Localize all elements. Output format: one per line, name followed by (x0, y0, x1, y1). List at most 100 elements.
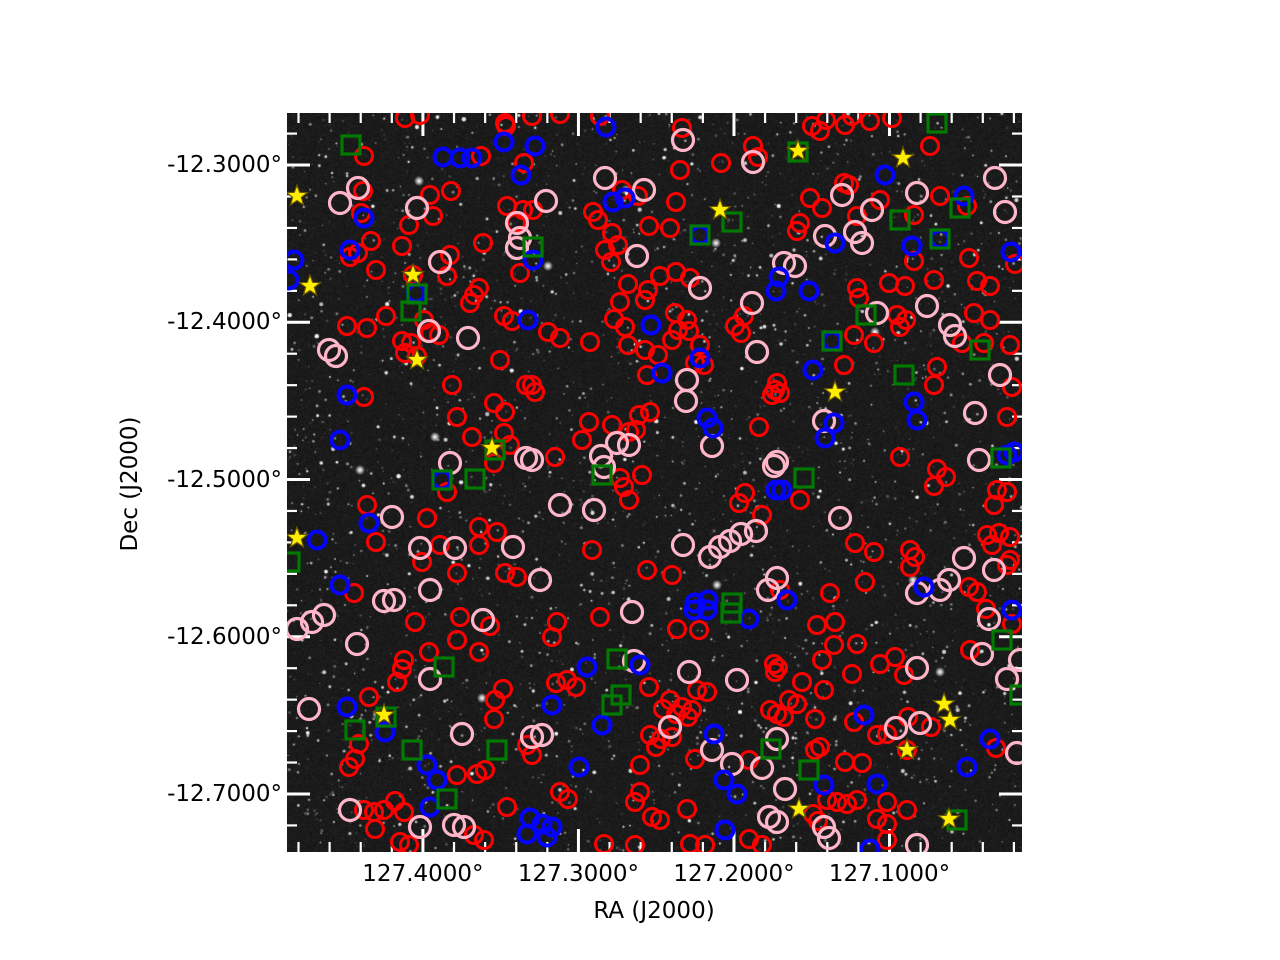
pink-circle-marker (407, 814, 433, 840)
red-circle-marker (650, 266, 670, 286)
red-circle-marker (490, 350, 510, 370)
x-tick-label: 127.4000° (362, 861, 484, 887)
red-circle-marker (497, 797, 517, 817)
pink-circle-marker (316, 337, 342, 363)
pink-circle-marker (676, 659, 702, 685)
pink-circle-marker (674, 367, 700, 393)
pink-circle-marker (500, 534, 526, 560)
pink-circle-marker (604, 430, 630, 456)
red-circle-marker (467, 764, 487, 784)
red-circle-marker (767, 373, 787, 393)
blue-circle-marker (1001, 599, 1022, 621)
red-circle-marker (447, 563, 467, 583)
red-circle-marker (399, 835, 419, 852)
red-circle-marker (485, 690, 505, 710)
pink-circle-marker (914, 293, 940, 319)
red-circle-marker (357, 495, 377, 515)
red-circle-marker (507, 567, 527, 587)
red-circle-marker (354, 800, 374, 820)
pink-circle-marker (966, 447, 992, 473)
red-circle-marker (984, 495, 1004, 515)
pink-circle-marker (619, 599, 645, 625)
red-circle-marker (480, 616, 500, 636)
red-circle-marker (447, 765, 467, 785)
red-circle-marker (677, 799, 697, 819)
blue-circle-marker (814, 427, 836, 449)
red-circle-marker (462, 427, 482, 447)
pink-circle-marker (337, 797, 363, 823)
red-circle-marker (855, 572, 875, 592)
blue-circle-marker (449, 147, 471, 169)
red-circle-marker (845, 533, 865, 553)
green-square-marker (893, 364, 915, 386)
red-circle-marker (473, 233, 493, 253)
pink-circle-marker (883, 715, 909, 741)
red-circle-marker (405, 612, 425, 632)
pink-circle-marker (772, 776, 798, 802)
red-circle-marker (366, 532, 386, 552)
yellow-star-marker (707, 197, 733, 221)
red-circle-marker (469, 517, 489, 537)
blue-circle-marker (287, 269, 300, 291)
blue-circle-marker (702, 417, 724, 439)
pink-circle-marker (381, 587, 407, 613)
red-circle-marker (867, 725, 887, 745)
blue-circle-marker (591, 714, 613, 736)
red-circle-marker (412, 552, 432, 572)
pink-circle-marker (287, 616, 310, 642)
pink-circle-marker (987, 362, 1013, 388)
yellow-star-marker (287, 183, 310, 207)
green-square-marker (926, 113, 948, 134)
red-circle-marker (980, 310, 1000, 330)
yellow-star-marker (297, 273, 323, 297)
red-circle-marker (847, 278, 867, 298)
blue-circle-marker (813, 774, 835, 796)
pink-circle-marker (449, 721, 475, 747)
red-circle-marker (522, 113, 542, 126)
red-circle-marker (667, 619, 687, 639)
red-circle-marker (666, 192, 686, 212)
yellow-star-marker (894, 737, 920, 761)
red-circle-marker (810, 121, 830, 141)
blue-circle-marker (329, 429, 351, 451)
yellow-star-marker (822, 379, 848, 403)
red-circle-marker (687, 680, 707, 700)
red-circle-marker (474, 830, 494, 850)
pink-circle-marker (504, 210, 530, 236)
pink-circle-marker (827, 505, 853, 531)
pink-circle-marker (994, 666, 1020, 692)
pink-circle-marker (864, 300, 890, 326)
red-circle-marker (394, 650, 414, 670)
red-circle-marker (340, 247, 360, 267)
red-circle-marker (625, 835, 645, 852)
red-circle-marker (437, 266, 457, 286)
red-circle-marker (748, 147, 768, 167)
pink-circle-marker (969, 641, 995, 667)
red-circle-marker (566, 677, 586, 697)
pink-circle-marker (581, 497, 607, 523)
red-circle-marker (359, 687, 379, 707)
pink-circle-marker (764, 565, 790, 591)
pink-circle-marker (764, 449, 790, 475)
blue-circle-marker (339, 239, 361, 261)
red-circle-marker (882, 113, 902, 128)
green-square-marker (287, 551, 301, 573)
pink-circle-marker (724, 667, 750, 693)
red-circle-marker (847, 634, 867, 654)
red-circle-marker (890, 317, 910, 337)
red-circle-marker (668, 320, 688, 340)
red-circle-marker (792, 672, 812, 692)
red-circle-marker (967, 582, 987, 602)
green-square-marker (969, 339, 991, 361)
blue-circle-marker (651, 362, 673, 384)
red-circle-marker (366, 260, 386, 280)
blue-circle-marker (821, 330, 843, 352)
red-circle-marker (637, 560, 657, 580)
pink-circle-marker (529, 722, 555, 748)
pink-circle-marker (533, 188, 559, 214)
pink-circle-marker (519, 447, 545, 473)
blue-circle-marker (1000, 241, 1022, 263)
red-circle-marker (967, 271, 987, 291)
red-circle-marker (550, 113, 570, 124)
blue-circle-marker (629, 654, 651, 676)
